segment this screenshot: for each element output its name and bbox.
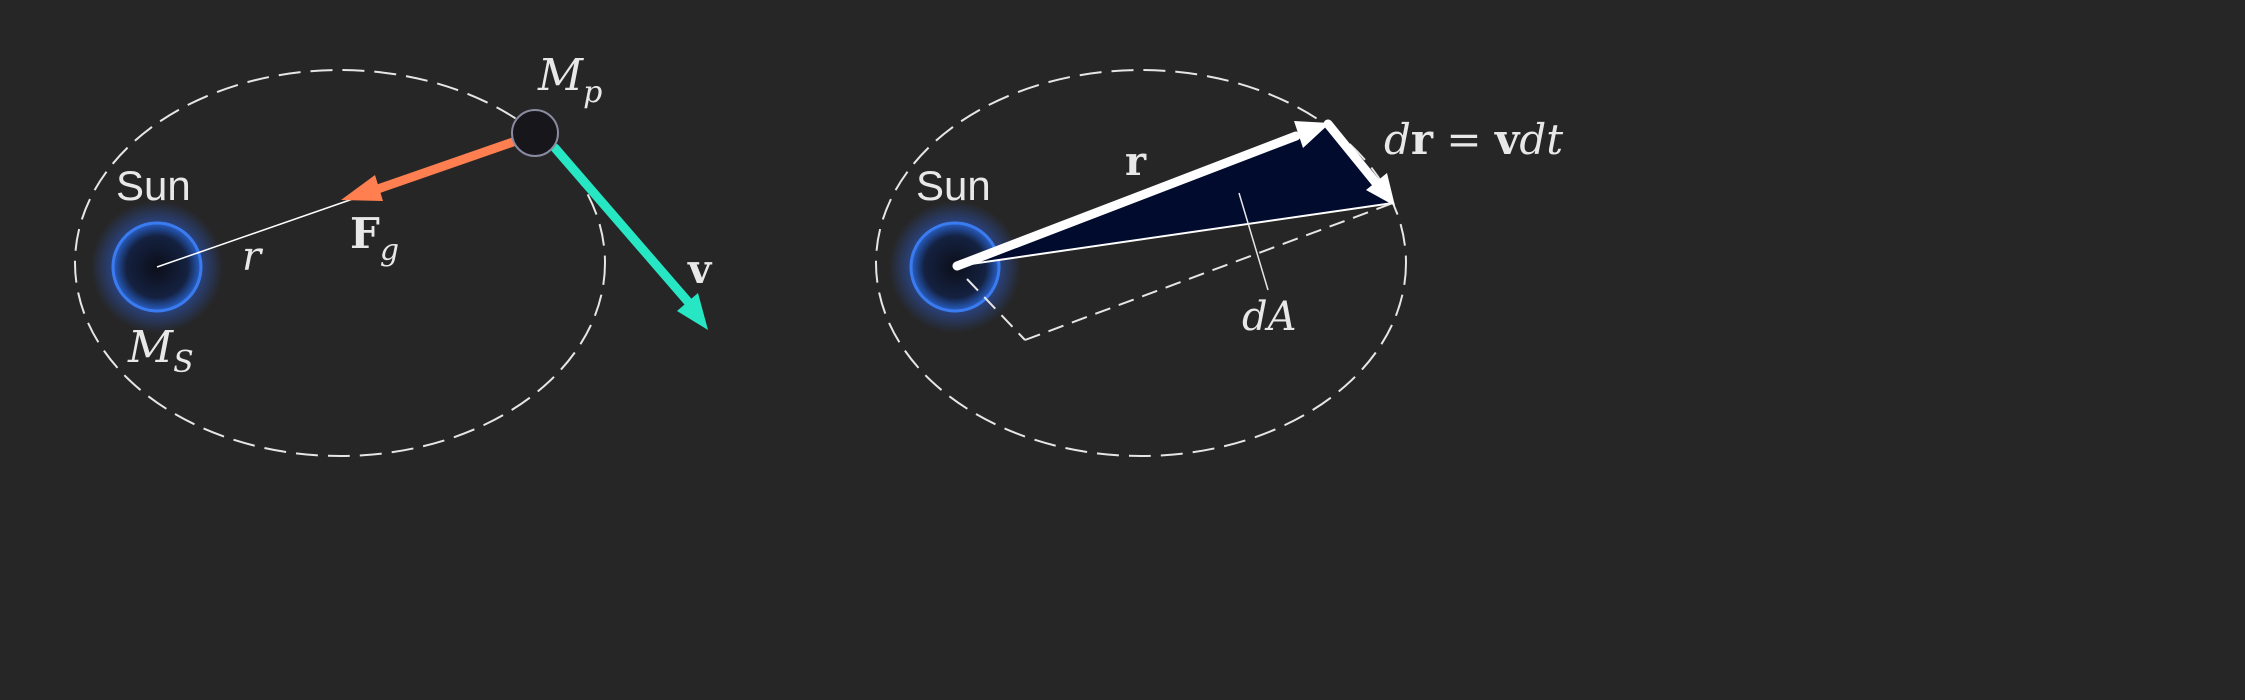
force-arrow xyxy=(341,137,518,201)
planet-mass-label: Mp xyxy=(537,50,602,110)
construction-line-top xyxy=(1024,202,1394,341)
left-radius-line xyxy=(156,192,371,268)
force-label: Fg xyxy=(350,209,399,268)
velocity-arrow xyxy=(550,143,708,330)
velocity-label: v xyxy=(687,246,713,293)
area-pointer-line xyxy=(1238,192,1269,291)
planet xyxy=(511,109,559,157)
position-vector-label: r xyxy=(1125,138,1147,185)
radius-label: r xyxy=(242,234,264,280)
area-label: dA xyxy=(1242,294,1297,340)
left-panel: Sun MS Mp r Fg v xyxy=(74,50,713,457)
position-vector xyxy=(952,121,1330,271)
right-sun-label: Sun xyxy=(916,162,991,209)
right-panel: Sun r dr = vdt dA xyxy=(875,69,1563,457)
sun-mass-label: MS xyxy=(127,322,194,380)
dr-equation-label: dr = vdt xyxy=(1384,115,1563,164)
left-sun-label: Sun xyxy=(116,162,191,209)
displacement-vector xyxy=(1323,119,1395,206)
right-orbit-ellipse xyxy=(875,69,1407,457)
construction-line-base xyxy=(966,278,1026,341)
left-orbit-ellipse xyxy=(74,69,606,457)
